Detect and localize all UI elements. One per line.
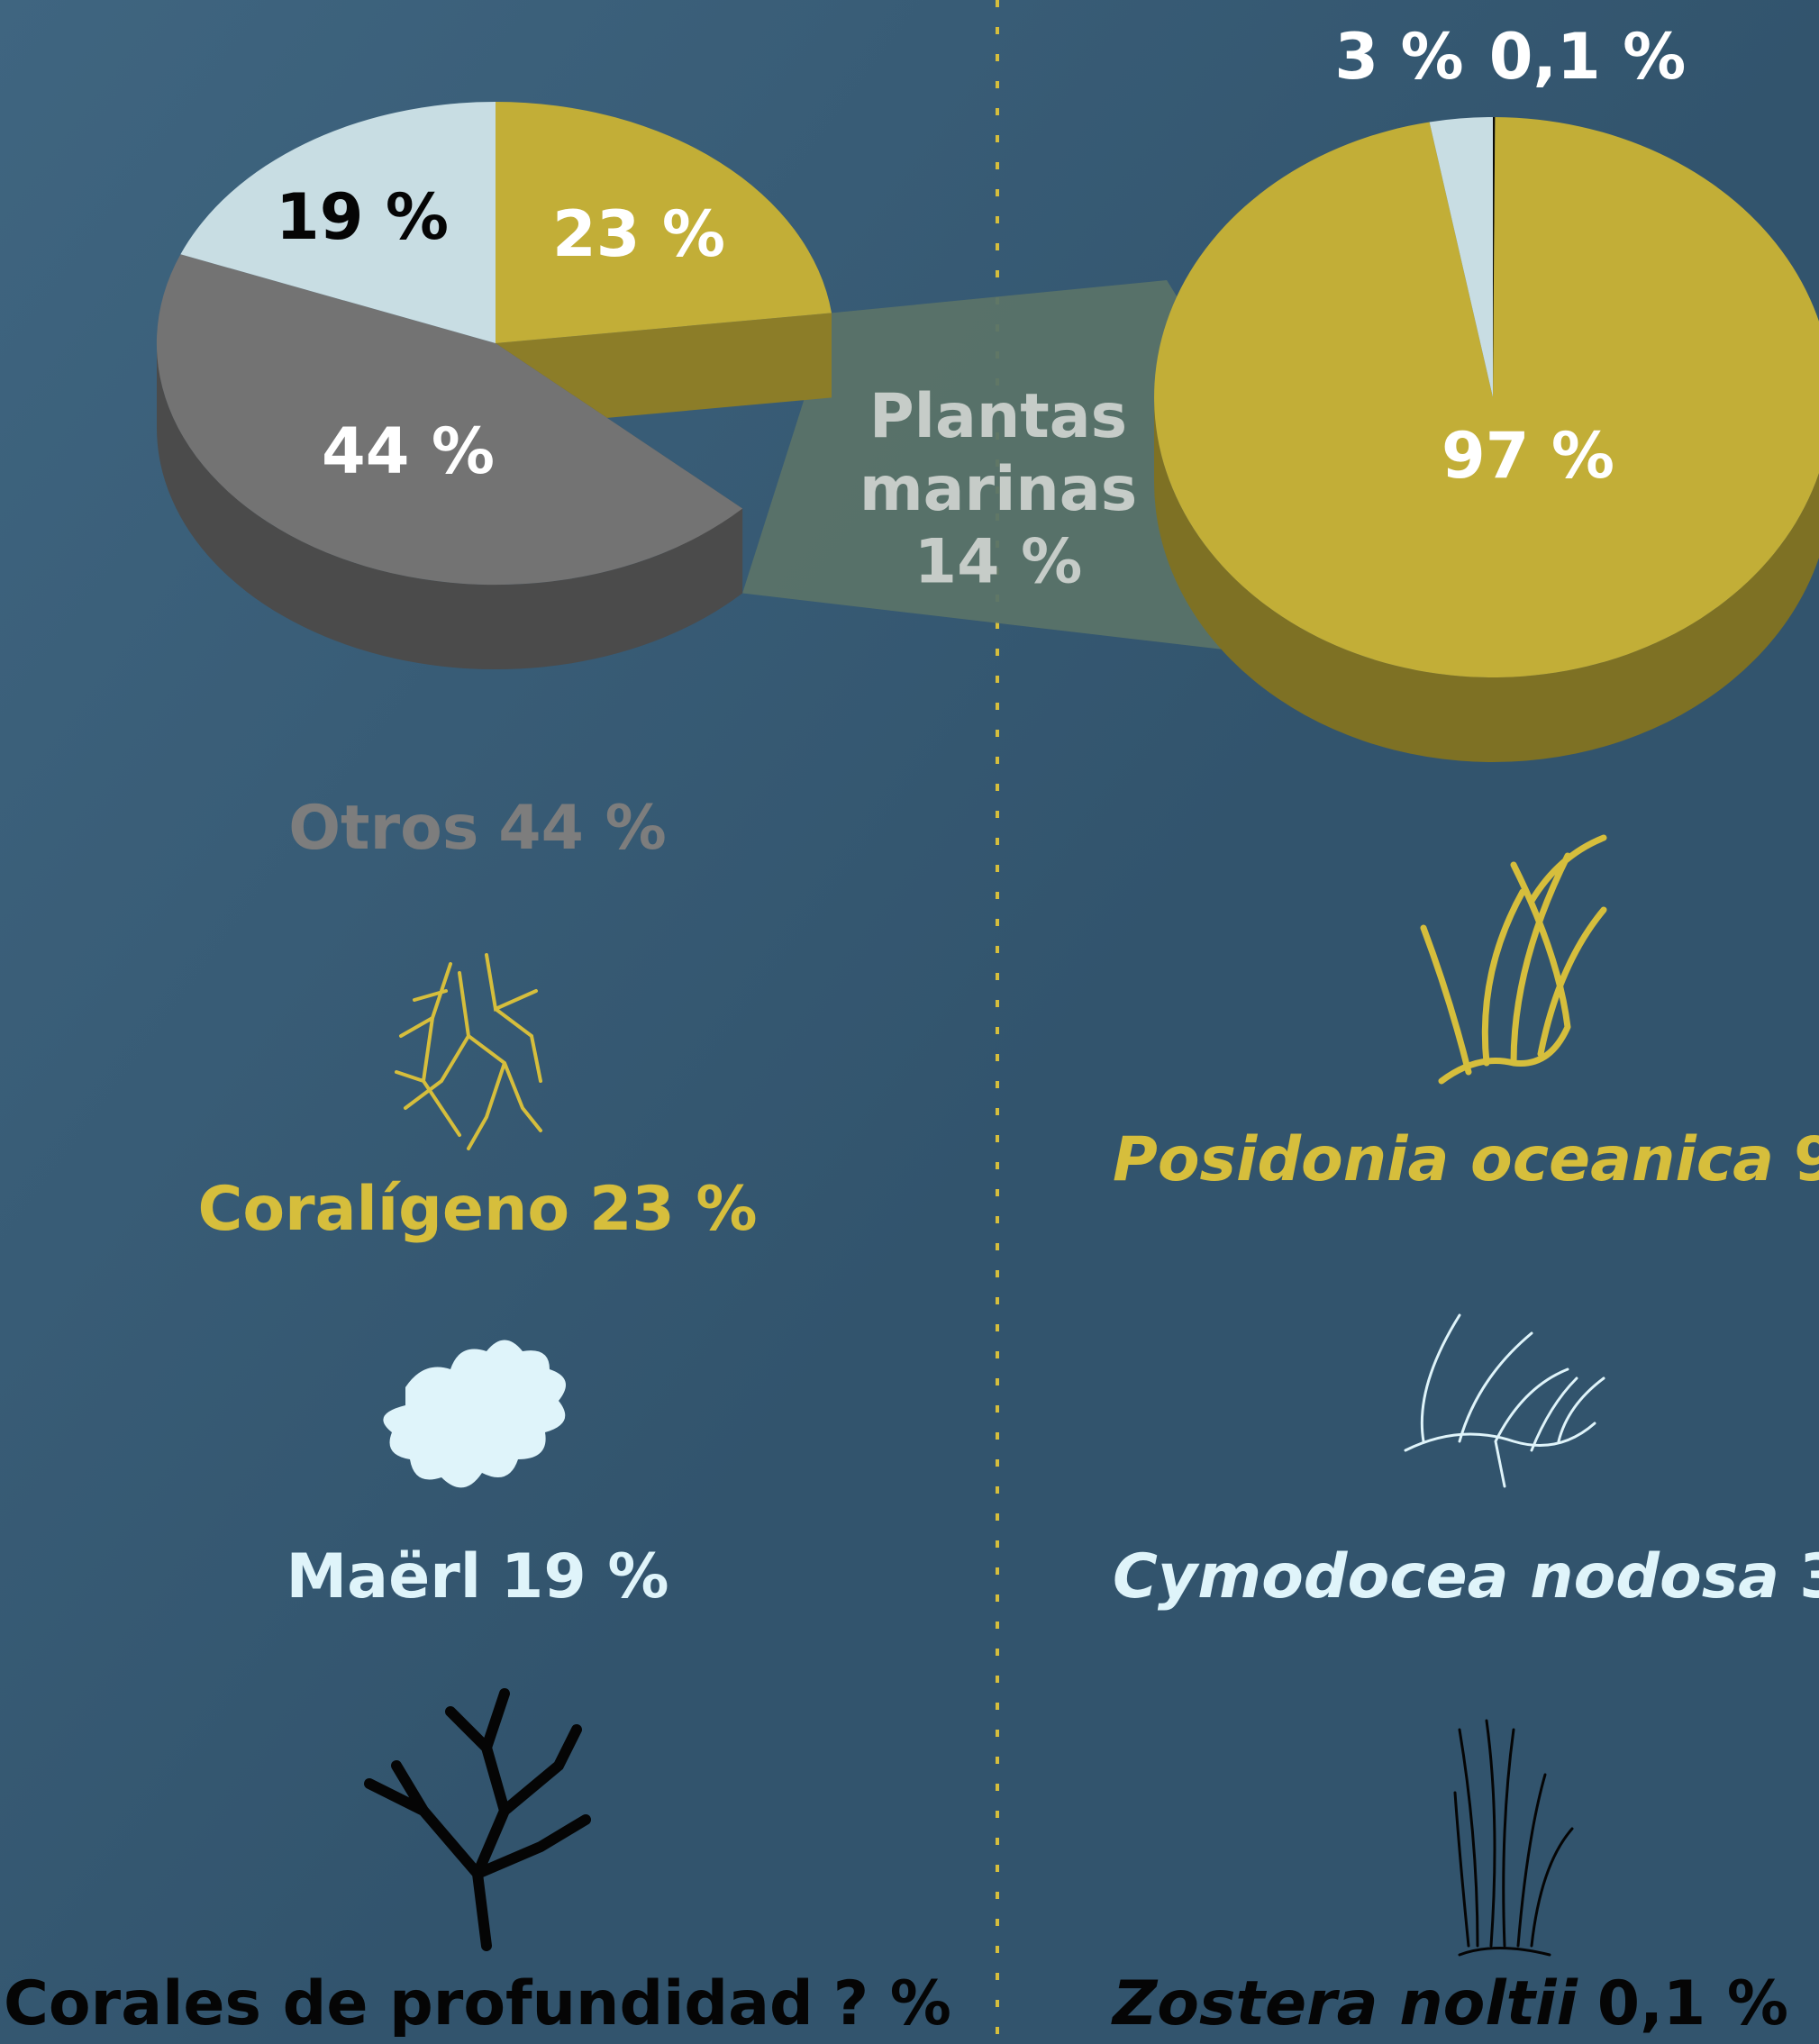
infographic: 23 %Plantasmarinas14 %44 %19 %0,1 %97 %3…: [0, 0, 1819, 2044]
value-label: 14 %: [914, 527, 1082, 598]
legend-item: Corales de profundidad ? %: [4, 1968, 951, 2039]
legend-name: Corales de profundidad: [4, 1968, 814, 2039]
legend-value: 19 %: [501, 1541, 668, 1612]
legend-value: 0,1 %: [1597, 1968, 1788, 2039]
page: 23 %Plantasmarinas14 %44 %19 %0,1 %97 %3…: [0, 0, 1819, 2044]
legend-value: 44 %: [498, 793, 666, 864]
legend-value: 97 %: [1794, 1124, 1819, 1195]
value-label: 19 %: [276, 180, 449, 254]
legend-name: Cymodocea nodosa: [1113, 1541, 1779, 1612]
legend-value: 3 %: [1799, 1541, 1819, 1612]
legend-item: Coralígeno 23 %: [197, 1174, 757, 1245]
legend-value: 23 %: [589, 1174, 757, 1245]
legend-item: Otros 44 %: [288, 793, 666, 864]
value-label: 44 %: [322, 414, 495, 488]
value-label: 23 %: [552, 197, 725, 271]
legend-item: Cymodocea nodosa 3 %: [1113, 1541, 1819, 1612]
legend-name: Otros: [288, 793, 478, 864]
legend-name: Maërl: [286, 1541, 482, 1612]
legend-name: Zostera noltii: [1111, 1968, 1578, 2039]
legend-item: Posidonia oceanica 97 %: [1113, 1124, 1819, 1195]
value-label: 0,1 %: [1489, 20, 1687, 94]
legend-value: ? %: [833, 1968, 951, 2039]
value-label: 97 %: [1442, 419, 1614, 493]
legend-item: Maërl 19 %: [286, 1541, 669, 1612]
value-label: 3 %: [1334, 20, 1463, 94]
legend-name: Coralígeno: [197, 1174, 569, 1245]
legend-item: Zostera noltii 0,1 %: [1111, 1968, 1788, 2039]
legend-name: Posidonia oceanica: [1113, 1124, 1774, 1195]
